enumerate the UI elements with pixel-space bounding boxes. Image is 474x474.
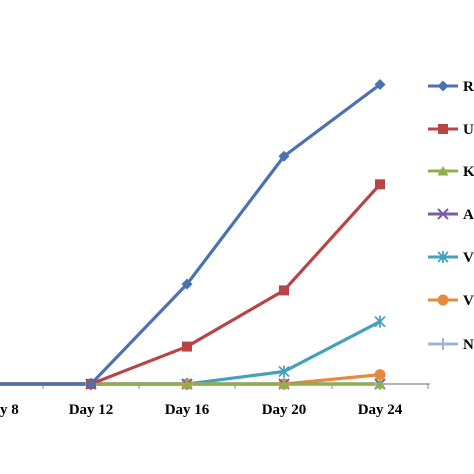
legend-label: N <box>463 337 474 353</box>
x-tick-label: Day 20 <box>262 402 307 418</box>
legend-entry: N <box>428 337 474 353</box>
data-point-1-4 <box>375 179 385 190</box>
legend-label: U <box>463 122 474 138</box>
series-markers <box>85 78 386 390</box>
legend-label: K <box>463 164 474 180</box>
data-point-0-2 <box>181 278 193 290</box>
legend-entry: R <box>428 79 474 95</box>
legend-label: V <box>463 250 474 266</box>
data-point-1-3 <box>279 285 289 296</box>
data-point-0-4 <box>374 78 386 90</box>
series-line-r-0 <box>0 83 381 386</box>
series-lines <box>0 83 382 386</box>
legend: R U K A V V N <box>428 79 474 353</box>
legend-entry: A <box>428 207 474 223</box>
legend-entry: U <box>428 122 474 138</box>
x-tick-labels: y 8 Day 12 Day 16 Day 20 Day 24 <box>0 402 403 418</box>
data-point-2-2 <box>181 379 193 389</box>
legend-label: R <box>463 79 474 95</box>
x-tick-label: y 8 <box>0 402 19 418</box>
data-point-2-4 <box>374 379 386 389</box>
legend-entry: K <box>428 164 474 180</box>
data-point-0-3 <box>278 150 290 162</box>
legend-swatch-marker <box>437 208 449 220</box>
legend-swatch-marker <box>437 338 449 350</box>
series-line-v-4 <box>0 320 381 386</box>
legend-label: V <box>463 293 474 309</box>
data-point-1-2 <box>182 341 192 352</box>
x-tick-label: Day 16 <box>165 402 210 418</box>
legend-swatch-marker <box>437 294 449 306</box>
legend-label: A <box>463 207 474 223</box>
legend-entry: V <box>428 250 474 266</box>
x-tick-label: Day 24 <box>358 402 403 418</box>
data-point-0-1 <box>85 378 97 390</box>
legend-swatch-marker <box>437 251 449 263</box>
data-point-2-3 <box>278 379 290 389</box>
legend-swatch-marker <box>437 166 449 176</box>
data-point-4-4 <box>374 315 386 328</box>
legend-entry: V <box>428 293 474 309</box>
legend-swatch-marker <box>438 124 448 134</box>
data-point-5-4 <box>374 369 386 381</box>
legend-swatch-marker <box>437 80 449 92</box>
data-point-4-3 <box>278 365 290 378</box>
x-tick-label: Day 12 <box>69 402 114 418</box>
